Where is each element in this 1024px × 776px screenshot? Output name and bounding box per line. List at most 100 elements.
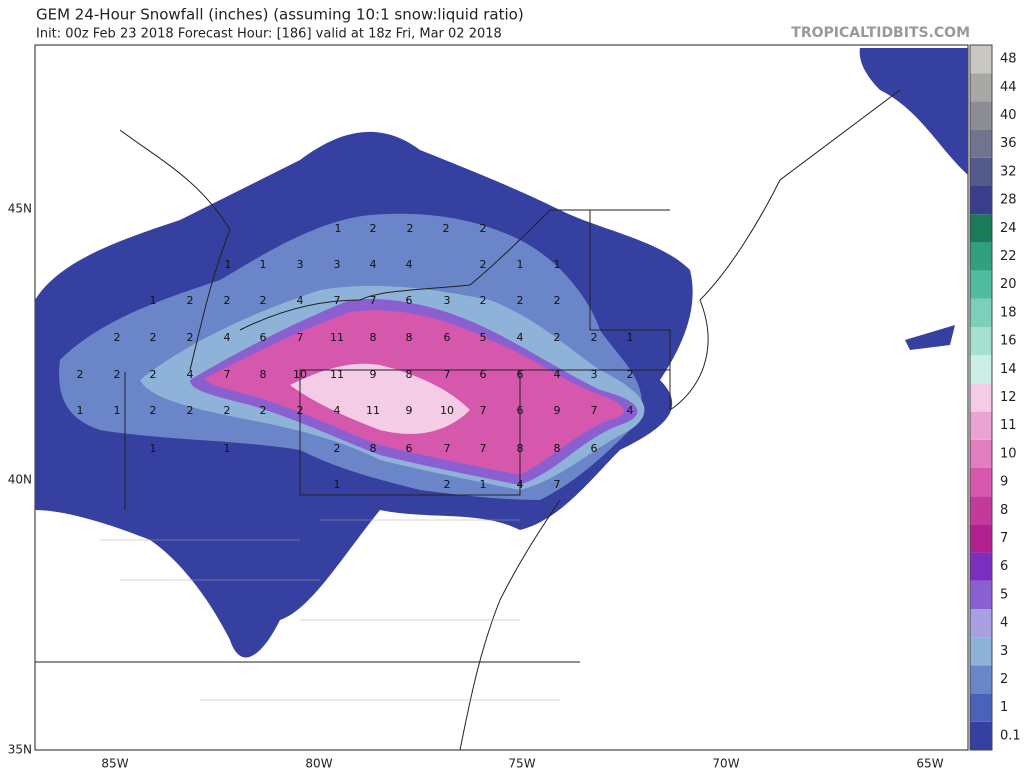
lat-label: 40N xyxy=(8,473,32,487)
snow-label: 11 xyxy=(330,368,344,381)
legend-label: 12 xyxy=(1000,390,1017,405)
snow-label: 3 xyxy=(591,368,598,381)
snow-label: 9 xyxy=(370,368,377,381)
legend-swatch xyxy=(970,45,992,74)
legend-label: 18 xyxy=(1000,305,1017,320)
snow-label: 2 xyxy=(114,331,121,344)
snow-label: 8 xyxy=(370,442,377,455)
snow-label: 7 xyxy=(480,404,487,417)
snow-label: 4 xyxy=(627,404,634,417)
snow-label: 1 xyxy=(114,404,121,417)
legend-swatch xyxy=(970,552,992,581)
lon-label: 65W xyxy=(916,757,943,771)
legend-label: 20 xyxy=(1000,277,1017,292)
snow-label: 7 xyxy=(224,368,231,381)
borders xyxy=(35,89,901,751)
legend-label: 40 xyxy=(1000,108,1017,123)
legend-swatch xyxy=(970,270,992,299)
legend-label: 44 xyxy=(1000,80,1017,95)
snow-label: 10 xyxy=(293,368,307,381)
snow-label: 2 xyxy=(224,404,231,417)
snow-5 xyxy=(290,363,470,434)
snow-label: 8 xyxy=(554,442,561,455)
legend-label: 28 xyxy=(1000,193,1017,208)
snow-label: 4 xyxy=(334,404,341,417)
legend-label: 32 xyxy=(1000,164,1017,179)
snow-label: 1 xyxy=(627,331,634,344)
snow-label: 7 xyxy=(444,442,451,455)
legend-label: 4 xyxy=(1000,616,1008,631)
snow-labels: 1 2 2 2 21 1 3 3 4 4 2 1 11 2 2 2 4 7 7 6 3 2 2 22 2 2 4 6 7 11 8 8 6 5 4 2… xyxy=(77,222,634,491)
snow-label: 2 xyxy=(627,368,634,381)
snow-label: 4 xyxy=(517,331,524,344)
snow-label: 7 xyxy=(444,368,451,381)
snow-label: 4 xyxy=(370,258,377,271)
snow-label: 1 xyxy=(224,442,231,455)
snow-label: 11 xyxy=(366,404,380,417)
legend-swatch xyxy=(970,468,992,497)
snow-label: 3 xyxy=(444,294,451,307)
snow-label: 7 xyxy=(334,294,341,307)
legend-swatch xyxy=(970,129,992,158)
snow-label: 6 xyxy=(444,331,451,344)
snow-label: 1 xyxy=(225,258,232,271)
snow-0 xyxy=(905,325,955,350)
snow-label: 2 xyxy=(260,294,267,307)
snow-label: 2 xyxy=(407,222,414,235)
snow-label: 4 xyxy=(406,258,413,271)
snow-label: 2 xyxy=(554,294,561,307)
legend-label: 24 xyxy=(1000,221,1017,236)
legend-label: 7 xyxy=(1000,531,1008,546)
subtitle: Init: 00z Feb 23 2018 Forecast Hour: [18… xyxy=(36,27,502,42)
lat-label: 45N xyxy=(8,202,32,216)
snow-0 xyxy=(859,48,968,175)
legend-swatch xyxy=(970,383,992,412)
lon-label: 80W xyxy=(305,757,332,771)
snow-label: 6 xyxy=(517,368,524,381)
snow-label: 2 xyxy=(77,368,84,381)
snow-label: 1 xyxy=(335,222,342,235)
legend-label: 14 xyxy=(1000,362,1017,377)
snow-label: 2 xyxy=(187,294,194,307)
snow-label: 7 xyxy=(297,331,304,344)
legend-swatch xyxy=(970,186,992,215)
snow-label: 1 xyxy=(334,478,341,491)
snow-label: 1 xyxy=(77,404,84,417)
legend-swatch xyxy=(970,327,992,356)
snow-label: 8 xyxy=(517,442,524,455)
snow-label: 6 xyxy=(406,442,413,455)
snow-label: 4 xyxy=(187,368,194,381)
snow-label: 2 xyxy=(517,294,524,307)
lon-label: 75W xyxy=(508,757,535,771)
snow-label: 2 xyxy=(150,368,157,381)
snow-label: 6 xyxy=(591,442,598,455)
county-lines xyxy=(100,519,560,701)
title: GEM 24-Hour Snowfall (inches) (assuming … xyxy=(36,6,524,24)
snow-label: 4 xyxy=(224,331,231,344)
snow-label: 7 xyxy=(591,404,598,417)
legend-frame xyxy=(969,44,993,751)
legend-label: 3 xyxy=(1000,644,1008,659)
legend-swatch xyxy=(970,73,992,102)
snow-label: 6 xyxy=(517,404,524,417)
legend-swatch xyxy=(970,355,992,384)
legend-label: 22 xyxy=(1000,249,1017,264)
legend-swatch xyxy=(970,439,992,468)
legend-swatch xyxy=(970,665,992,694)
legend-label: 16 xyxy=(1000,334,1017,349)
legend-label: 0.1 xyxy=(1000,728,1021,743)
snow-label: 2 xyxy=(591,331,598,344)
legend-label: 48 xyxy=(1000,52,1017,67)
legend-swatch xyxy=(970,411,992,440)
legend-swatch xyxy=(970,693,992,722)
legend-label: 36 xyxy=(1000,136,1017,151)
legend-swatch xyxy=(970,637,992,666)
snow-label: 9 xyxy=(406,404,413,417)
snow-label: 2 xyxy=(480,258,487,271)
source: TROPICALTIDBITS.COM xyxy=(791,25,970,41)
legend-label: 11 xyxy=(1000,418,1017,433)
state-lines xyxy=(35,89,901,751)
legend-swatch xyxy=(970,609,992,638)
snow-label: 4 xyxy=(297,294,304,307)
